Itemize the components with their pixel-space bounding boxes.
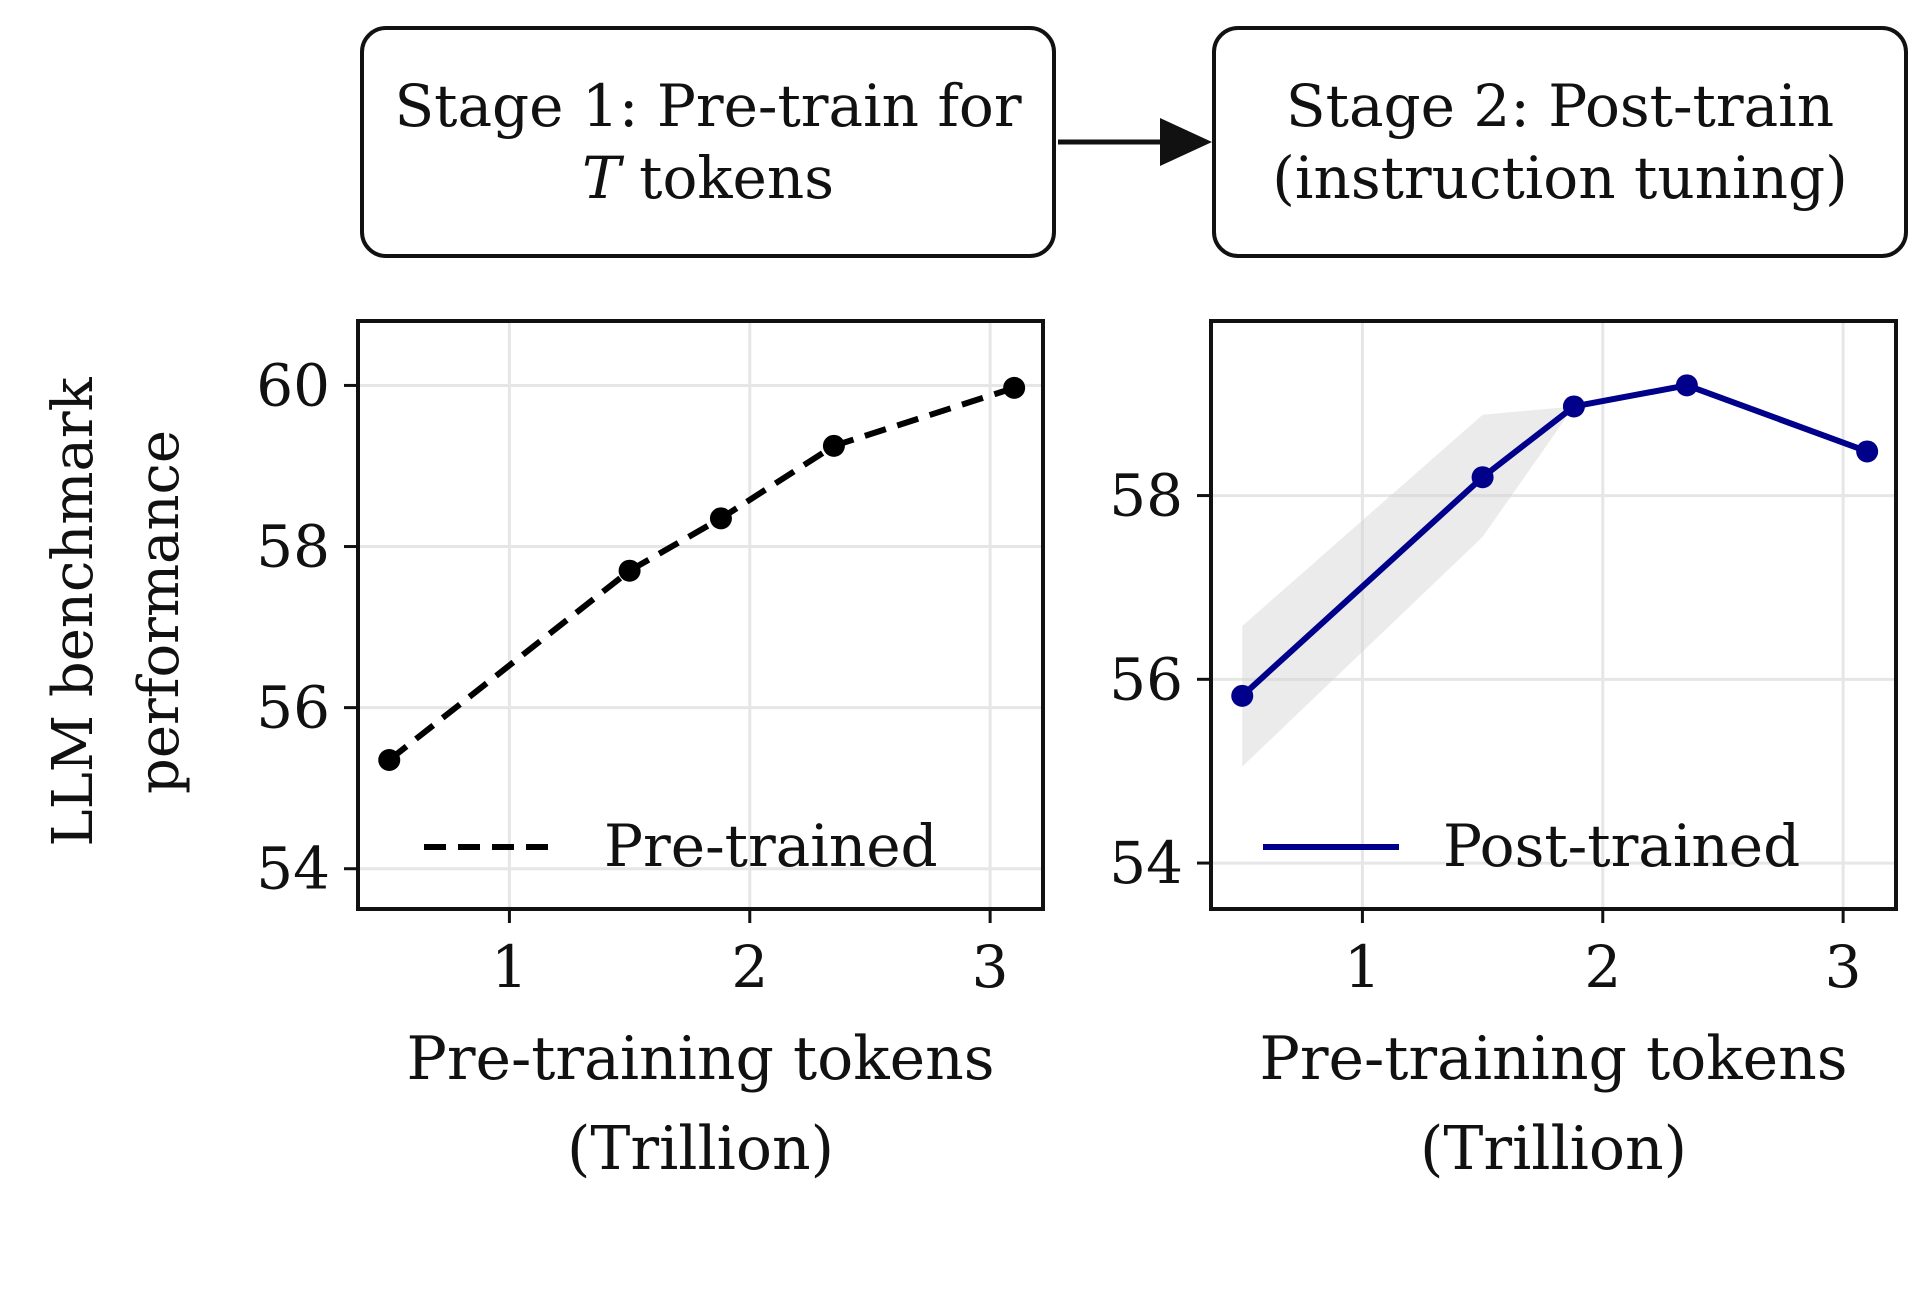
stage-1-title: Stage 1: Pre-train for [394, 71, 1022, 140]
legend-label: Post-trained [1443, 812, 1800, 880]
legend-label: Pre-trained [604, 812, 938, 880]
y-tick-label: 58 [1109, 462, 1183, 530]
stage-1-variable: T [582, 144, 621, 212]
ylabel-line-1: LLM benchmark [41, 376, 106, 846]
y-tick-label: 54 [1109, 829, 1183, 897]
x-tick-label: 1 [491, 933, 528, 1001]
stage-2-subtitle: (instruction tuning) [1272, 144, 1848, 212]
data-point [618, 559, 641, 582]
x-axis-label: Pre-training tokens [406, 1024, 994, 1094]
data-point [1675, 374, 1698, 397]
data-point [1562, 395, 1585, 418]
data-point [1231, 684, 1254, 707]
stage-1-subtitle-rest: tokens [620, 144, 834, 212]
x-axis-label: (Trillion) [1420, 1114, 1687, 1184]
data-point [1856, 440, 1879, 463]
x-tick-label: 3 [1825, 933, 1862, 1001]
series-line [387, 384, 1016, 763]
stage-1-subtitle: T tokens [582, 142, 834, 215]
axes-frame [1209, 319, 1898, 911]
x-axis-label: Pre-training tokens [1259, 1024, 1847, 1094]
x-tick-label: 2 [1584, 933, 1621, 1001]
stage-arrow [1058, 118, 1212, 166]
stage-2-title: Stage 2: Post-train [1285, 71, 1835, 140]
x-tick-label: 2 [731, 933, 768, 1001]
posttrained-chart: Post-trained 1 2 3 54 56 58 Pre-training tokens… [1109, 319, 1898, 1184]
pretrained-chart: Pre-trained 1 2 3 54 56 58 60 Pre-training token… [256, 319, 1045, 1184]
y-tick-label: 54 [256, 835, 330, 903]
y-tick-label: 58 [256, 513, 330, 581]
data-point [1471, 466, 1494, 489]
confidence-band [1242, 385, 1868, 767]
data-point [1003, 376, 1026, 399]
x-tick-label: 3 [972, 933, 1009, 1001]
x-axis-label: (Trillion) [567, 1114, 834, 1184]
data-point [378, 748, 401, 771]
stage-1-box: Stage 1: Pre-train for T tokens [360, 26, 1056, 258]
axes-frame [356, 319, 1045, 911]
data-point [709, 507, 732, 530]
y-tick-label: 56 [1109, 645, 1183, 713]
ylabel-line-2: performance [127, 430, 192, 794]
data-point [822, 434, 845, 457]
stage-2-box: Stage 2: Post-train (instruction tuning) [1212, 26, 1908, 258]
y-tick-label: 60 [256, 351, 330, 419]
x-tick-label: 1 [1344, 933, 1381, 1001]
y-tick-label: 56 [256, 674, 330, 742]
